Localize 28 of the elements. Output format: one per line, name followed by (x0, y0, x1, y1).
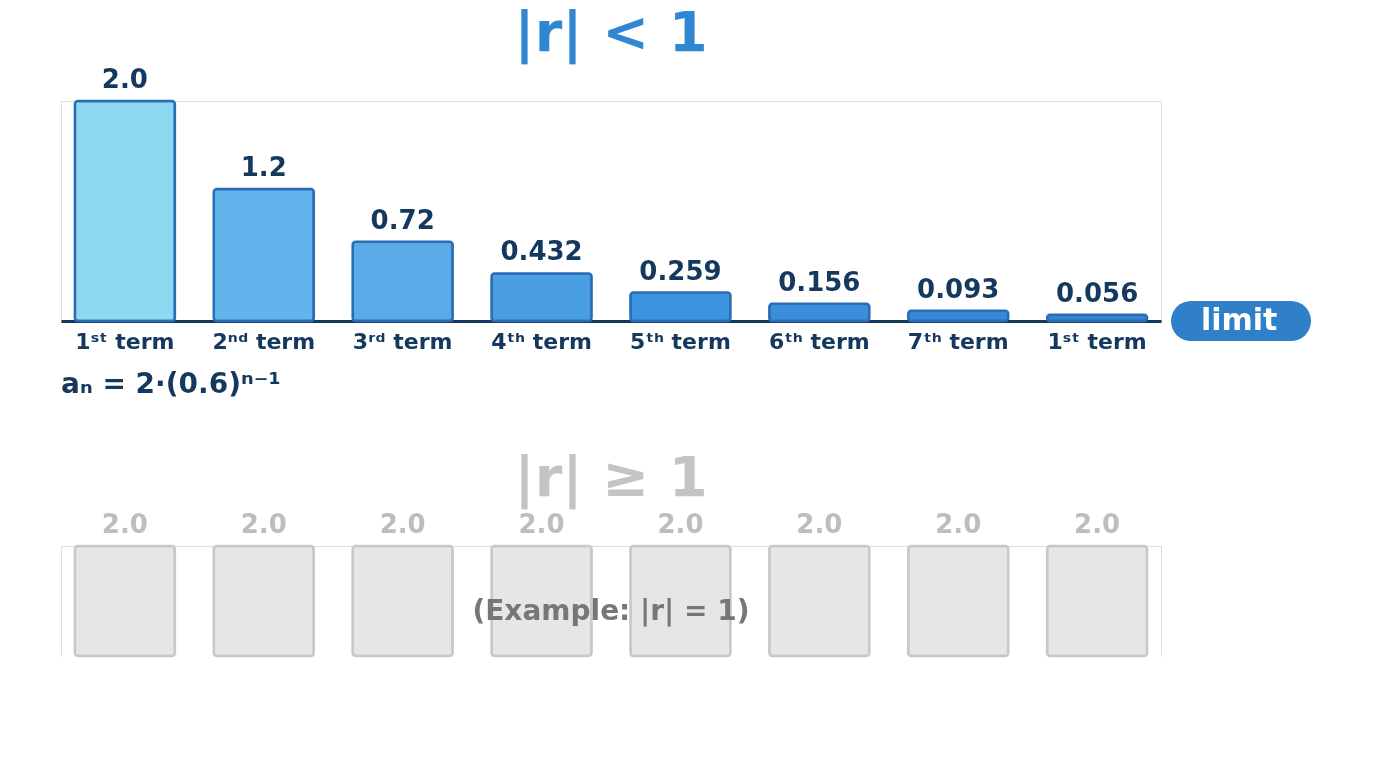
data-label: 2.0 (657, 509, 704, 539)
data-label: 2.0 (1074, 509, 1121, 539)
annotation: (Example: |r| = 1) (472, 594, 750, 627)
x-tick-label: 7ᵗʰ term (907, 328, 1009, 354)
data-label: 0.156 (778, 266, 861, 297)
data-label: 2.0 (240, 509, 287, 539)
text: aₙ = 2·(0.6)ⁿ⁻¹ (61, 367, 281, 400)
text: limit (1201, 302, 1278, 337)
x-tick-label: 3ʳᵈ term (352, 328, 453, 354)
data-label: 2.0 (796, 509, 843, 539)
data-label: 0.259 (639, 255, 722, 286)
data-label: 0.432 (500, 236, 583, 267)
data-label: 2.0 (101, 64, 148, 94)
x-tick-label: 6ᵗʰ term (768, 328, 870, 354)
data-label: 0.72 (370, 204, 435, 235)
x-tick-label: 1ˢᵗ term (75, 328, 175, 354)
data-label: 2.0 (518, 509, 565, 539)
x-tick-label: 5ᵗʰ term (630, 328, 731, 354)
data-label: 2.0 (101, 509, 148, 539)
x-tick-label: 2ⁿᵈ term (212, 328, 316, 354)
x-tick-label: 4ᵗʰ term (491, 328, 592, 354)
data-label: 0.093 (917, 273, 1000, 304)
x-tick-label: 1ˢᵗ term (1047, 328, 1147, 354)
chart-title: |r| < 1 (514, 0, 708, 65)
data-label: 2.0 (379, 509, 426, 539)
data-label: 2.0 (935, 509, 982, 539)
data-label: 1.2 (240, 152, 287, 182)
data-label: 0.056 (1055, 277, 1139, 308)
